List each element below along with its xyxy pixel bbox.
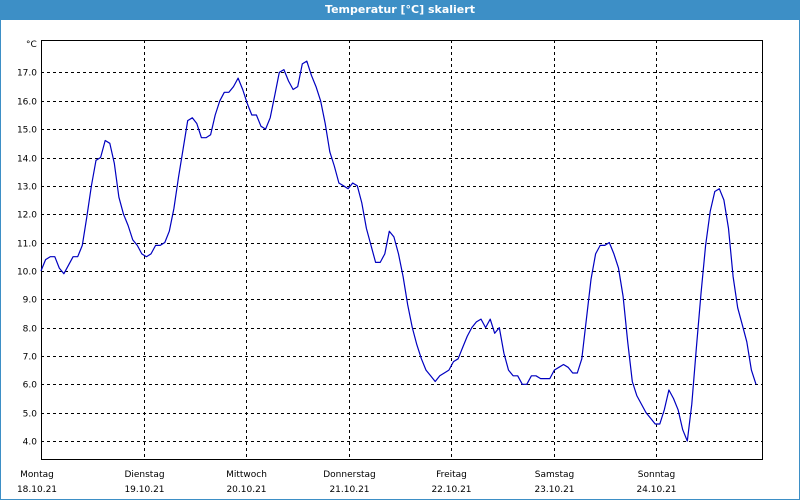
- x-day-label: Dienstag: [124, 470, 164, 480]
- y-tick-label: 8.0: [23, 325, 38, 335]
- y-tick-label: 16.0: [17, 98, 37, 108]
- x-date-label: 24.10.21: [636, 485, 676, 495]
- y-tick-label: 15.0: [17, 126, 37, 136]
- x-date-label: 18.10.21: [17, 485, 57, 495]
- x-date-label: 23.10.21: [534, 485, 574, 495]
- y-tick-label: 6.0: [23, 381, 38, 391]
- x-day-label: Samstag: [535, 470, 574, 480]
- y-tick-label: 14.0: [17, 155, 37, 165]
- x-day-label: Mittwoch: [226, 470, 267, 480]
- y-tick-label: 10.0: [17, 268, 37, 278]
- y-axis-unit: °C: [26, 40, 37, 50]
- x-day-label: Freitag: [436, 470, 467, 480]
- plot-border: [41, 40, 763, 460]
- x-day-label: Montag: [20, 470, 54, 480]
- y-tick-label: 7.0: [23, 353, 38, 363]
- y-tick-label: 13.0: [17, 183, 37, 193]
- y-tick-label: 11.0: [17, 240, 37, 250]
- y-tick-label: 17.0: [17, 69, 37, 79]
- y-tick-label: 12.0: [17, 211, 37, 221]
- x-date-label: 20.10.21: [226, 485, 266, 495]
- y-tick-label: 9.0: [23, 296, 38, 306]
- x-day-label: Sonntag: [638, 470, 675, 480]
- x-date-label: 22.10.21: [431, 485, 471, 495]
- y-tick-label: 5.0: [23, 410, 38, 420]
- temperature-series-line: [40, 60, 757, 442]
- y-tick-label: 4.0: [23, 438, 38, 448]
- x-date-label: 19.10.21: [124, 485, 164, 495]
- chart-title: Temperatur [°C] skaliert: [0, 0, 800, 19]
- x-date-label: 21.10.21: [329, 485, 369, 495]
- x-day-label: Donnerstag: [323, 470, 376, 480]
